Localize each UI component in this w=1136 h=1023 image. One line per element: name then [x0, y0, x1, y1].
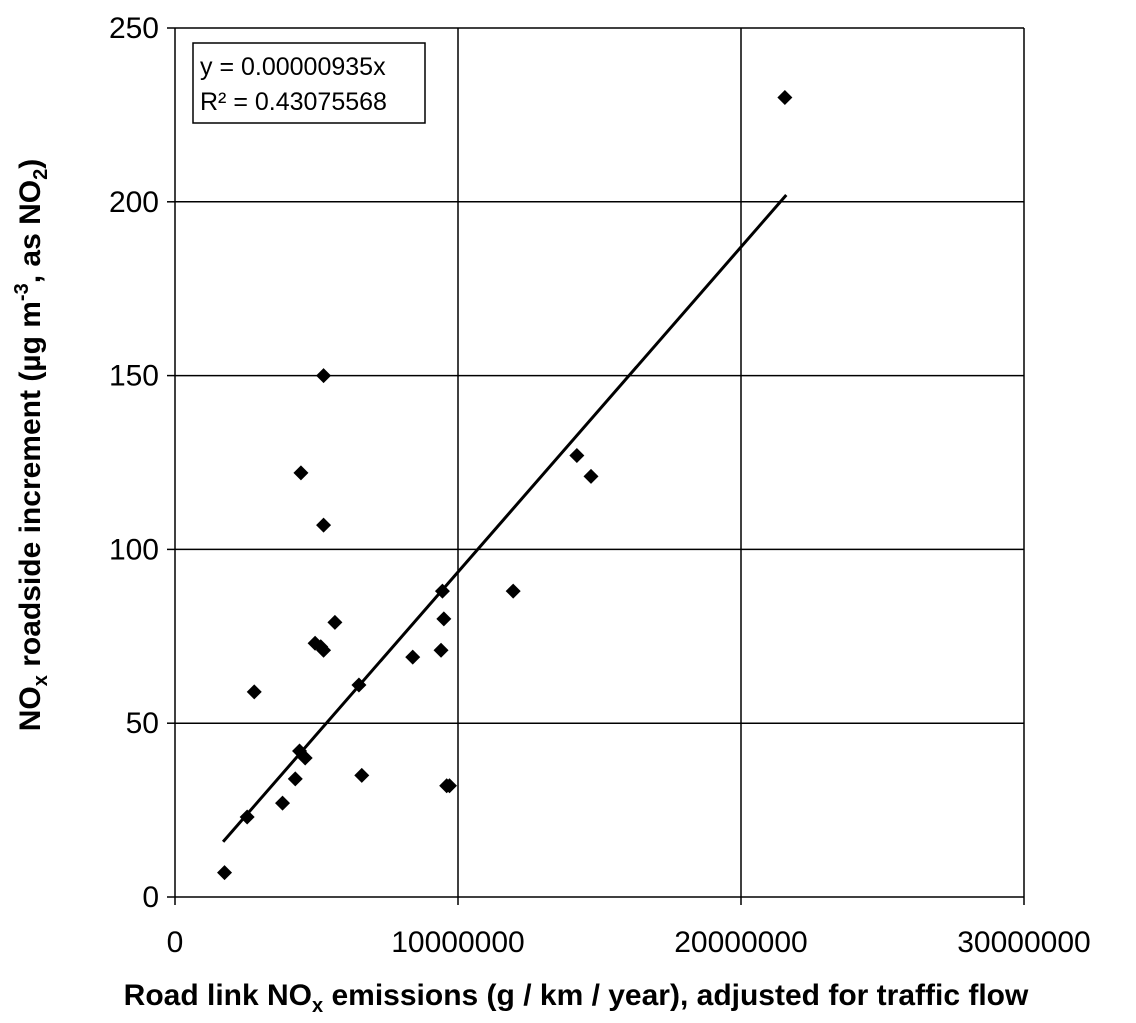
data-point	[436, 611, 452, 627]
data-point	[442, 778, 458, 794]
data-point	[287, 771, 303, 787]
y-tick-label: 50	[126, 707, 159, 740]
x-tick-labels: 0 10000000 20000000 30000000	[167, 926, 1091, 959]
axes	[167, 27, 1025, 905]
y-tick-labels: 0 50 100 150 200 250	[109, 12, 159, 914]
y-tick-label: 0	[142, 881, 159, 914]
data-point	[777, 90, 793, 106]
y-tick-label: 150	[109, 360, 159, 393]
equation-box: y = 0.00000935x R² = 0.43075568	[192, 42, 426, 124]
y-tick-label: 250	[109, 12, 159, 45]
x-tick-label: 0	[167, 926, 184, 959]
data-point	[297, 750, 313, 766]
data-point	[246, 684, 262, 700]
data-point	[583, 468, 599, 484]
data-point	[316, 642, 332, 658]
data-point	[569, 448, 585, 464]
data-point	[239, 809, 255, 825]
y-axis-title-superscript: -3	[11, 283, 33, 301]
trendline-equation: y = 0.00000935x	[200, 53, 386, 81]
data-point	[217, 865, 233, 881]
data-point	[275, 795, 291, 811]
y-axis-title-part: roadside increment (µg m	[14, 301, 47, 675]
y-tick-label: 200	[109, 186, 159, 219]
y-axis-title: NOx roadside increment (µg m-3, as NO2)	[11, 159, 52, 731]
x-axis-title-part: emissions (g / km / year), adjusted for …	[323, 979, 1029, 1012]
data-points	[217, 90, 793, 881]
x-tick-label: 20000000	[674, 926, 807, 959]
r-squared-value: R² = 0.43075568	[200, 88, 387, 116]
data-point	[433, 642, 449, 658]
x-axis-title: Road link NOx emissions (g / km / year),…	[124, 979, 1029, 1017]
x-tick-label: 10000000	[391, 926, 524, 959]
equation-box-border	[192, 42, 426, 124]
y-axis-title-part: NO	[14, 686, 47, 731]
y-axis-title-subscript: 2	[30, 169, 52, 180]
y-tick-label: 100	[109, 533, 159, 566]
data-point	[505, 583, 521, 599]
x-tick-label: 30000000	[957, 926, 1090, 959]
data-point	[316, 368, 332, 384]
data-point	[354, 767, 370, 783]
trendline	[221, 194, 788, 843]
y-axis-title-part: )	[14, 159, 47, 169]
y-axis-title-subscript: x	[30, 675, 52, 686]
data-point	[351, 677, 367, 693]
x-axis-title-part: Road link NO	[124, 979, 312, 1012]
data-point	[293, 465, 309, 481]
x-axis-title-subscript: x	[312, 995, 323, 1017]
data-point	[316, 517, 332, 533]
data-point	[327, 614, 343, 630]
trendline-group	[221, 194, 788, 843]
grid-lines	[175, 27, 1025, 897]
y-axis-title-part: , as NO	[14, 180, 47, 283]
data-point	[405, 649, 421, 665]
data-point	[434, 583, 450, 599]
